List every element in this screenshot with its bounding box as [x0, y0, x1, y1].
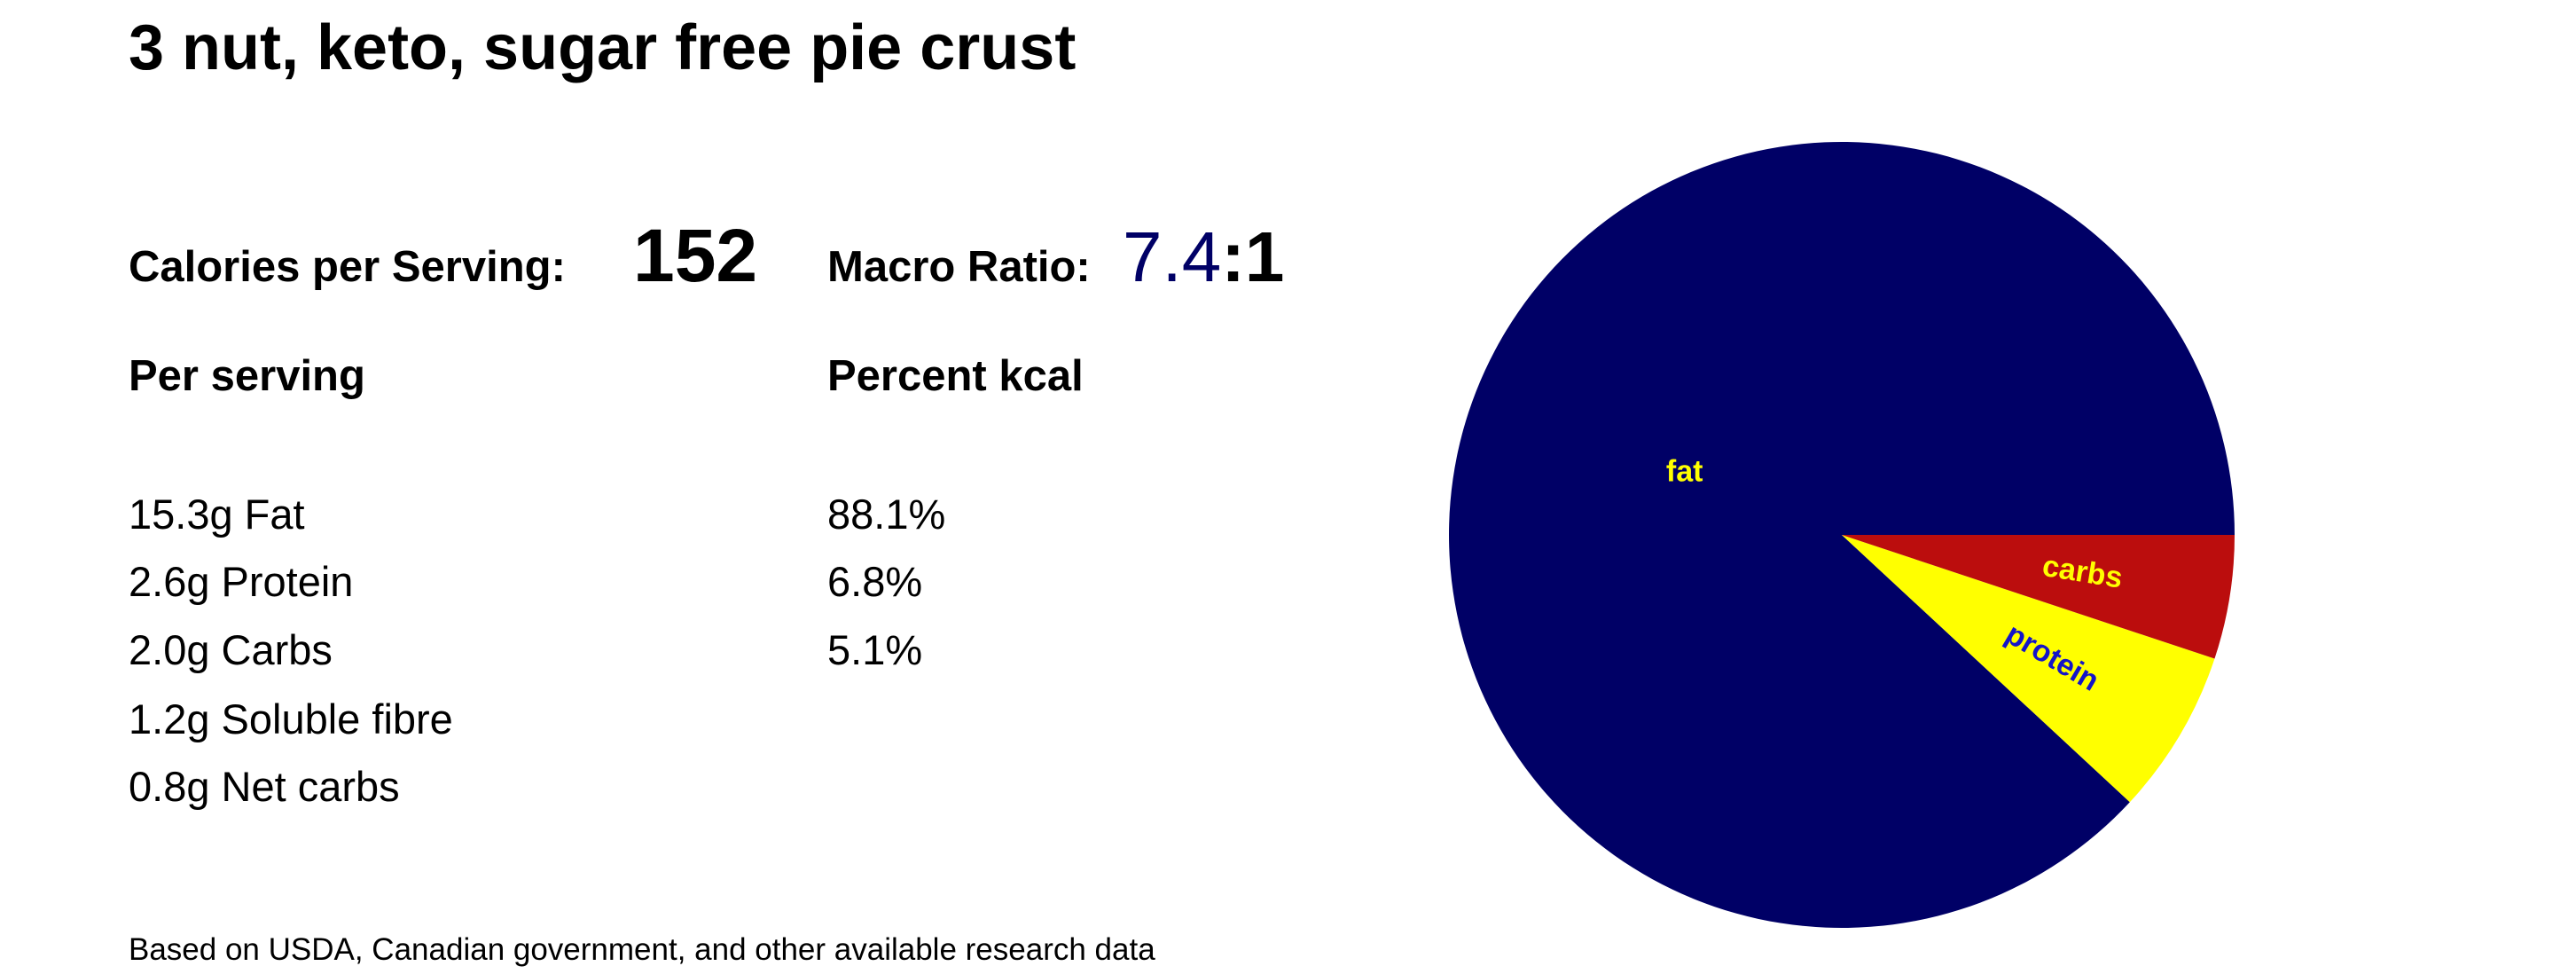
pie-slice	[1842, 535, 2215, 803]
nutrient-amount: 2.0g Carbs	[129, 626, 333, 673]
ratio: 7.4:1	[1123, 217, 1284, 296]
calories-label: Calories per Serving:	[129, 243, 566, 291]
pie-slice	[1842, 535, 2235, 659]
nutrient-percent: 5.1%	[827, 626, 922, 673]
nutrient-percent: 88.1%	[827, 491, 945, 538]
nutrient-percent: 6.8%	[827, 558, 922, 605]
nutrient-amount: 2.6g Protein	[129, 558, 353, 605]
ratio-value: 7.4	[1123, 217, 1221, 296]
calories-value: 152	[633, 214, 757, 297]
column-heading: Percent kcal	[827, 352, 1084, 400]
nutrient-amount: 0.8g Net carbs	[129, 763, 400, 810]
title: 3 nut, keto, sugar free pie crust	[129, 12, 1076, 83]
ratio-suffix: :1	[1221, 217, 1284, 296]
ratio-label: Macro Ratio:	[827, 243, 1091, 291]
footnote: Based on USDA, Canadian government, and …	[129, 932, 1155, 967]
nutrient-amount: 15.3g Fat	[129, 491, 305, 538]
column-heading: Per serving	[129, 352, 365, 400]
nutrient-amount: 1.2g Soluble fibre	[129, 695, 453, 742]
slice-label: fat	[1666, 454, 1703, 488]
